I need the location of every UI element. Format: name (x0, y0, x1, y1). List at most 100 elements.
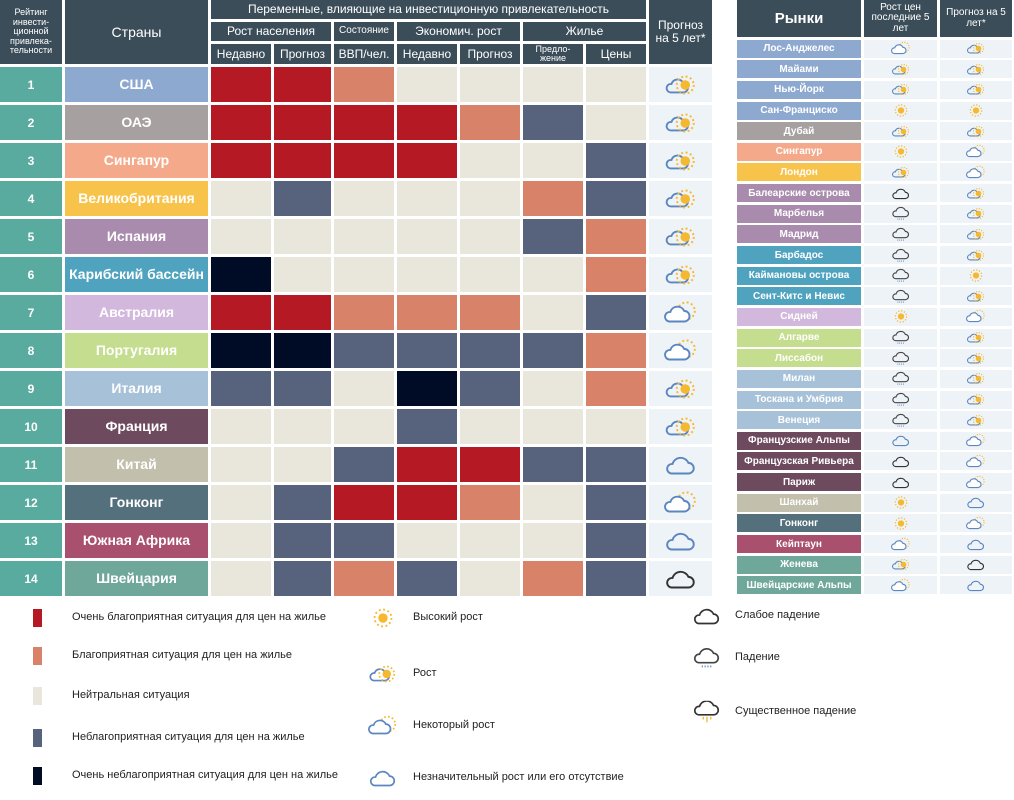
market-label: Сингапур (737, 142, 861, 161)
heat-cell (334, 295, 394, 330)
market-label: Каймановы острова (737, 266, 861, 285)
market-label: Французские Альпы (737, 431, 861, 450)
growth-weather-icon (966, 289, 986, 304)
past-growth-cell (864, 101, 937, 120)
forecast-cell (649, 523, 712, 558)
growth-weather-icon (966, 392, 986, 407)
growth-weather-icon (966, 41, 986, 56)
rank-cell: 12 (0, 485, 62, 520)
heat-cell (211, 257, 271, 292)
heat-cell (397, 105, 457, 140)
market-label: Женева (737, 555, 861, 574)
header-group-population: Рост населения (211, 22, 331, 41)
market-forecast-cell (940, 307, 1012, 326)
heat-cell (334, 561, 394, 596)
some-weather-icon (966, 475, 986, 490)
rank-cell: 13 (0, 523, 62, 558)
fall-weather-icon (891, 371, 911, 386)
some-weather-icon (664, 490, 698, 516)
heat-cell (334, 371, 394, 406)
high-weather-icon (891, 144, 911, 159)
legend-swatch (33, 729, 42, 747)
heat-cell (211, 181, 271, 216)
country-label: Франция (65, 409, 208, 444)
heat-cell (274, 257, 331, 292)
high-weather-icon (891, 516, 911, 531)
some-weather-icon (966, 433, 986, 448)
past-growth-cell (864, 184, 937, 203)
past-growth-cell (864, 473, 937, 492)
past-growth-cell (864, 246, 937, 265)
investment-attractiveness-table: Рейтинг инвести-ционной привлека-тельнос… (0, 0, 712, 596)
slight-fall-weather-icon (891, 186, 911, 201)
market-forecast-cell (940, 142, 1012, 161)
heat-cell (586, 105, 646, 140)
forecast-cell (649, 257, 712, 292)
heat-cell (211, 143, 271, 178)
market-forecast-cell (940, 493, 1012, 512)
fall-weather-icon (891, 330, 911, 345)
market-label: Марбелья (737, 204, 861, 223)
past-growth-cell (864, 80, 937, 99)
rank-cell: 14 (0, 561, 62, 596)
rank-cell: 3 (0, 143, 62, 178)
growth-weather-icon (966, 351, 986, 366)
forecast-cell (649, 143, 712, 178)
high-weather-icon (891, 309, 911, 324)
some-weather-icon (966, 309, 986, 324)
heat-cell (460, 219, 520, 254)
forecast-cell (649, 105, 712, 140)
heat-cell (397, 143, 457, 178)
none-weather-icon (966, 578, 986, 593)
past-growth-cell (864, 452, 937, 471)
market-forecast-cell (940, 576, 1012, 595)
market-label: Барбадос (737, 246, 861, 265)
heat-cell (211, 409, 271, 444)
header-col-econ-recent: Недавно (397, 44, 457, 64)
growth-weather-icon (966, 186, 986, 201)
market-forecast-cell (940, 225, 1012, 244)
high-weather-icon (966, 268, 986, 283)
market-label: Мадрид (737, 225, 861, 244)
none-weather-icon (966, 495, 986, 510)
fall-weather-icon (891, 248, 911, 263)
country-label: Великобритания (65, 181, 208, 216)
heat-cell (523, 257, 583, 292)
growth-weather-icon (891, 557, 911, 572)
heat-cell (211, 67, 271, 102)
heat-cell (523, 105, 583, 140)
growth-weather-icon (664, 262, 698, 288)
high-weather-icon (891, 495, 911, 510)
heat-cell (334, 181, 394, 216)
country-label: США (65, 67, 208, 102)
none-weather-icon (891, 433, 911, 448)
market-forecast-cell (940, 246, 1012, 265)
country-label: Австралия (65, 295, 208, 330)
market-label: Тоскана и Умбрия (737, 390, 861, 409)
heat-cell (211, 523, 271, 558)
some-weather-icon (891, 537, 911, 552)
market-forecast-cell (940, 555, 1012, 574)
market-forecast-cell (940, 80, 1012, 99)
country-label: Южная Африка (65, 523, 208, 558)
header-col-econ-forecast: Прогноз (460, 44, 520, 64)
market-forecast-cell (940, 287, 1012, 306)
header-past-growth: Рост цен последние 5 лет (864, 0, 937, 37)
heat-cell (334, 105, 394, 140)
heat-cell (397, 219, 457, 254)
heat-cell (334, 447, 394, 482)
heat-cell (211, 561, 271, 596)
country-label: Португалия (65, 333, 208, 368)
heat-cell (211, 333, 271, 368)
market-label: Алгарве (737, 328, 861, 347)
slight-fall-weather-icon (692, 604, 722, 628)
heat-cell (523, 371, 583, 406)
some-weather-icon (891, 578, 911, 593)
legend-icon-label: Высокий рост (413, 611, 483, 623)
header-col-gdp: ВВП/чел. (334, 44, 394, 64)
some-weather-icon (664, 338, 698, 364)
some-weather-icon (966, 144, 986, 159)
growth-weather-icon (966, 330, 986, 345)
growth-weather-icon (664, 110, 698, 136)
some-weather-icon (966, 165, 986, 180)
